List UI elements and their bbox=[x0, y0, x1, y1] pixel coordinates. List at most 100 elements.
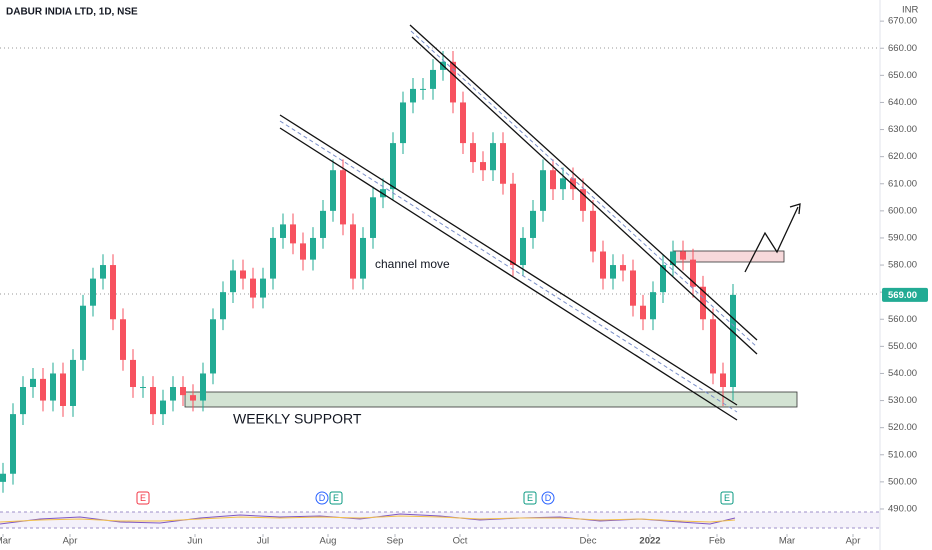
candle-body bbox=[220, 292, 226, 320]
candle-body bbox=[330, 170, 336, 211]
candle-body bbox=[110, 265, 116, 320]
candle-body bbox=[230, 270, 236, 293]
candle-body bbox=[670, 251, 676, 266]
candle-body bbox=[280, 224, 286, 238]
candle-body bbox=[490, 143, 496, 171]
chart-title: DABUR INDIA LTD, 1D, NSE bbox=[6, 7, 138, 18]
candle-body bbox=[170, 387, 176, 401]
trendline bbox=[411, 36, 758, 355]
y-tick-label: 650.00 bbox=[888, 70, 917, 81]
x-tick-label: Sep bbox=[387, 536, 404, 547]
candle-body bbox=[470, 143, 476, 163]
candle-body bbox=[150, 387, 156, 415]
x-tick-label: Feb bbox=[709, 536, 725, 547]
resistance-zone bbox=[672, 250, 785, 263]
candle-body bbox=[720, 373, 726, 388]
projection-arrow bbox=[744, 206, 799, 273]
y-tick-label: 660.00 bbox=[888, 43, 917, 54]
candle-body bbox=[660, 265, 666, 293]
candle-body bbox=[500, 143, 506, 184]
candle-body bbox=[610, 265, 616, 279]
event-icon bbox=[136, 491, 150, 505]
candle-body bbox=[30, 378, 36, 388]
candle-body bbox=[240, 270, 246, 279]
candle-body bbox=[650, 292, 656, 320]
candle-body bbox=[580, 189, 586, 211]
y-tick-label: 500.00 bbox=[888, 476, 917, 487]
axes: 490.00 500.00 510.00 520.00 530.00 540.00 550.… bbox=[0, 16, 928, 547]
y-tick-label: 600.00 bbox=[888, 205, 917, 216]
candle-body bbox=[80, 305, 86, 360]
candle-body bbox=[630, 270, 636, 306]
candle-body bbox=[120, 319, 126, 360]
candle-body bbox=[340, 170, 346, 225]
candle-body bbox=[600, 251, 606, 279]
candle-body bbox=[390, 143, 396, 190]
trendline bbox=[279, 114, 738, 406]
candle-body bbox=[100, 265, 106, 279]
y-tick-label: 620.00 bbox=[888, 151, 917, 162]
candle-body bbox=[270, 237, 276, 279]
candle-body bbox=[40, 378, 46, 401]
y-tick-label: 550.00 bbox=[888, 341, 917, 352]
support-zone bbox=[184, 391, 798, 408]
x-tick-label: Dec bbox=[580, 536, 597, 547]
y-tick-label: 540.00 bbox=[888, 368, 917, 379]
x-tick-label: Mar bbox=[779, 536, 795, 547]
candle-body bbox=[410, 88, 416, 103]
annotation: WEEKLY SUPPORT bbox=[233, 411, 362, 427]
candle-body bbox=[540, 170, 546, 211]
candle-body bbox=[20, 387, 26, 415]
candle-body bbox=[300, 243, 306, 260]
candle-body bbox=[400, 102, 406, 144]
candle-body bbox=[520, 237, 526, 266]
last-price-label: 569.00 bbox=[888, 290, 917, 301]
indicator-pane bbox=[0, 511, 880, 529]
candle-body bbox=[420, 88, 426, 90]
candle-body bbox=[370, 197, 376, 238]
candle-body bbox=[320, 210, 326, 238]
y-tick-label: 630.00 bbox=[888, 124, 917, 135]
candle-body bbox=[710, 319, 716, 374]
x-tick-label: Aug bbox=[320, 536, 337, 547]
event-icon bbox=[329, 491, 343, 505]
candle-body bbox=[310, 237, 316, 260]
candle-body bbox=[360, 237, 366, 279]
x-tick-label: Apr bbox=[846, 536, 861, 547]
candle-body bbox=[350, 224, 356, 279]
event-icon bbox=[720, 491, 734, 505]
candle-body bbox=[680, 251, 686, 260]
candle-body bbox=[130, 359, 136, 388]
candle-body bbox=[550, 170, 556, 190]
x-tick-label: Jun bbox=[187, 536, 202, 547]
indicator-band bbox=[0, 512, 880, 528]
x-tick-label: Apr bbox=[63, 536, 78, 547]
candle-body bbox=[700, 286, 706, 320]
event-label: E bbox=[527, 493, 533, 503]
y-tick-label: 640.00 bbox=[888, 97, 917, 108]
candle-body bbox=[430, 69, 436, 89]
event-label: E bbox=[140, 493, 146, 503]
event-label: D bbox=[319, 493, 326, 503]
candle-body bbox=[260, 278, 266, 298]
event-label: D bbox=[545, 493, 552, 503]
candle-body bbox=[60, 373, 66, 406]
y-tick-label: 530.00 bbox=[888, 395, 917, 406]
candle-body bbox=[530, 210, 536, 238]
candle-body bbox=[460, 102, 466, 144]
candle-body bbox=[180, 387, 186, 396]
candle-body bbox=[510, 183, 516, 266]
arrow-head bbox=[789, 203, 801, 215]
candle-body bbox=[620, 265, 626, 271]
y-tick-label: 580.00 bbox=[888, 260, 917, 271]
candle-body bbox=[290, 224, 296, 244]
trendline bbox=[409, 24, 758, 341]
y-tick-label: 510.00 bbox=[888, 449, 917, 460]
x-tick-label: Oct bbox=[453, 536, 468, 547]
events: E D E E D E bbox=[136, 491, 734, 505]
y-tick-label: 490.00 bbox=[888, 503, 917, 514]
last-price-badge bbox=[882, 287, 928, 302]
candle-body bbox=[0, 473, 6, 482]
y-tick-label: 560.00 bbox=[888, 314, 917, 325]
